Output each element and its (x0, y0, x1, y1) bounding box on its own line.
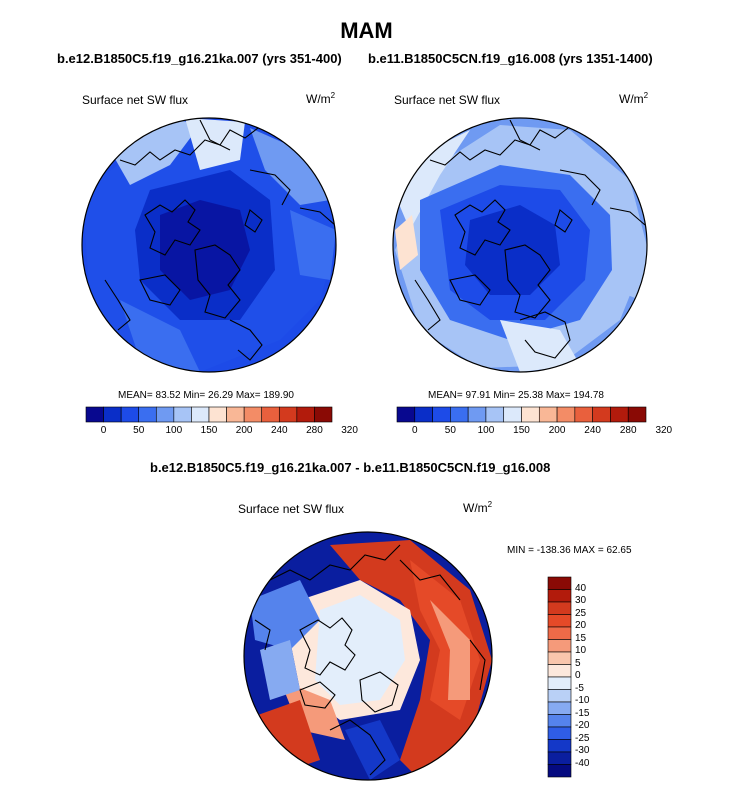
colorbar-box (547, 689, 572, 703)
colorbar-tick-label: 20 (575, 620, 587, 631)
colorbar-tick-label: -10 (575, 695, 590, 706)
colorbar-tick-label: -30 (575, 745, 590, 756)
colorbar-box (503, 406, 522, 423)
colorbar-tick-label: -20 (575, 720, 590, 731)
difference-polar-map (243, 531, 493, 781)
right-colorbar (396, 406, 647, 423)
colorbar-box (574, 406, 593, 423)
right-unit-label: W/m2 (619, 91, 649, 106)
left-stats: MEAN= 83.52 Min= 26.29 Max= 189.90 (118, 390, 294, 401)
colorbar-tick-label: 5 (575, 657, 581, 669)
colorbar-box (226, 406, 245, 423)
colorbar-tick-label: 40 (575, 582, 587, 594)
colorbar-box (173, 406, 192, 423)
colorbar-box (261, 406, 280, 423)
colorbar-tick-label: 0 (100, 425, 107, 436)
colorbar-box (547, 589, 572, 603)
colorbar-tick-label: 50 (133, 425, 145, 436)
colorbar-box (556, 406, 576, 423)
difference-title: b.e12.B1850C5.f19_g16.21ka.007 - b.e11.B… (150, 460, 551, 475)
colorbar-box (450, 406, 469, 423)
colorbar-tick-label: 320 (341, 425, 358, 436)
colorbar-box (538, 406, 558, 423)
left-variable-label: Surface net SW flux (82, 93, 189, 107)
colorbar-box (547, 726, 572, 740)
diff-stats: MIN = -138.36 MAX = 62.65 (507, 545, 632, 556)
colorbar-tick-label: -25 (575, 732, 590, 744)
colorbar-box (547, 764, 572, 778)
colorbar-box (547, 576, 572, 590)
colorbar-box (547, 626, 572, 640)
page-title: MAM (340, 18, 393, 43)
colorbar-tick-label: 200 (235, 425, 253, 436)
colorbar-box (547, 664, 572, 678)
colorbar-tick-label: 240 (270, 425, 288, 436)
colorbar-tick-label: 280 (619, 425, 637, 436)
colorbar-box (467, 406, 487, 423)
case-a-title: b.e12.B1850C5.f19_g16.21ka.007 (yrs 351-… (57, 51, 342, 66)
colorbar-box (521, 406, 540, 423)
colorbar-tick-label: 30 (575, 595, 587, 606)
colorbar-tick-label: 10 (575, 645, 587, 656)
diff-unit-label: W/m2 (463, 500, 493, 515)
diff-variable-label: Surface net SW flux (238, 502, 345, 516)
colorbar-box (138, 406, 157, 423)
colorbar-tick-label: 150 (513, 425, 530, 436)
colorbar-tick-label: 15 (575, 632, 587, 644)
colorbar-box (243, 406, 263, 423)
colorbar-box (592, 406, 611, 423)
colorbar-box (191, 406, 210, 423)
colorbar-tick-label: 0 (412, 425, 418, 436)
colorbar-tick-label: -5 (575, 682, 584, 694)
colorbar-box (547, 614, 572, 628)
colorbar-tick-label: 100 (477, 425, 495, 436)
right-polar-map (392, 117, 648, 373)
colorbar-tick-label: 200 (548, 425, 566, 436)
colorbar-box (314, 406, 333, 423)
colorbar-tick-label: -40 (575, 757, 590, 769)
colorbar-box (547, 601, 572, 615)
colorbar-box (547, 701, 572, 715)
colorbar-box (547, 676, 572, 690)
colorbar-box (85, 406, 104, 423)
colorbar-box (547, 739, 572, 753)
left-polar-map (81, 117, 337, 373)
colorbar-box (627, 406, 647, 423)
difference-colorbar (547, 576, 572, 778)
colorbar-box (396, 406, 416, 423)
colorbar-box (547, 639, 572, 653)
left-unit-label: W/m2 (306, 91, 336, 106)
colorbar-box (278, 406, 298, 423)
colorbar-box (432, 406, 451, 423)
colorbar-box (414, 406, 433, 423)
colorbar-tick-label: 50 (444, 425, 456, 436)
left-colorbar (85, 406, 333, 423)
colorbar-tick-label: -15 (575, 707, 590, 719)
colorbar-tick-label: 240 (584, 425, 601, 436)
colorbar-tick-label: 100 (165, 425, 183, 436)
colorbar-tick-label: 320 (655, 425, 673, 436)
colorbar-box (296, 406, 315, 423)
colorbar-tick-label: 280 (306, 425, 323, 436)
colorbar-box (120, 406, 140, 423)
case-b-title: b.e11.B1850C5CN.f19_g16.008 (yrs 1351-14… (368, 51, 653, 66)
right-variable-label: Surface net SW flux (394, 93, 501, 107)
colorbar-box (485, 406, 505, 423)
right-stats: MEAN= 97.91 Min= 25.38 Max= 194.78 (428, 390, 604, 401)
colorbar-box (547, 651, 572, 665)
colorbar-box (155, 406, 175, 423)
colorbar-tick-label: 150 (200, 425, 218, 436)
colorbar-tick-label: 0 (575, 670, 581, 681)
colorbar-box (547, 751, 572, 765)
colorbar-box (547, 714, 572, 728)
colorbar-tick-label: 25 (575, 607, 587, 619)
colorbar-box (103, 406, 122, 423)
colorbar-box (208, 406, 227, 423)
colorbar-box (610, 406, 629, 423)
